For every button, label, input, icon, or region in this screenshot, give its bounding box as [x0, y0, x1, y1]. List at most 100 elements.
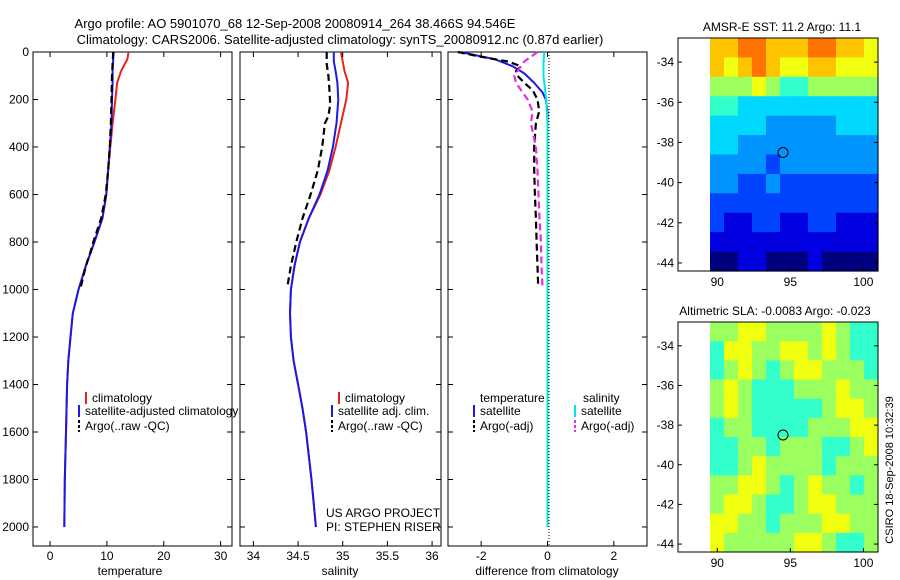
- sla-map-cell: [836, 456, 851, 476]
- sla-map-y-tick-label: -38: [657, 418, 675, 432]
- sst-map-cell: [738, 212, 753, 233]
- sla-map-cell: [752, 398, 767, 419]
- sla-map-cell: [766, 417, 781, 438]
- temperature-y-tick-label: 1400: [2, 378, 29, 392]
- sla-map-cell: [794, 360, 809, 381]
- sla-map-cell: [766, 494, 781, 515]
- side-timestamp: CSIRO 18-Sep-2008 10:32:39: [884, 396, 896, 543]
- salinity-x-tick-label: 36: [425, 549, 439, 563]
- sst-map-cell: [822, 193, 837, 214]
- sla-map-cell: [724, 532, 739, 553]
- sst-map-cell: [766, 96, 781, 117]
- difference-legend-sal-satellite: satellite: [581, 404, 622, 418]
- sst-map-cell: [738, 38, 753, 59]
- salinity-line-argo: [286, 52, 332, 288]
- sst-map-cell: [836, 251, 851, 272]
- sst-map-cell: [752, 251, 767, 272]
- title-line-1: Argo profile: AO 5901070_68 12-Sep-2008 …: [75, 16, 516, 31]
- sla-map-cell: [752, 513, 767, 534]
- sst-map-cell: [794, 193, 809, 214]
- sla-map-y-tick-label: -34: [657, 339, 675, 353]
- sst-map-cell: [738, 135, 753, 156]
- sla-map-cell: [724, 360, 739, 381]
- sst-map-cell: [864, 212, 879, 233]
- sst-map-cell: [864, 38, 879, 59]
- temperature-y-tick-label: 1000: [2, 283, 29, 297]
- sla-map-cell: [864, 475, 879, 496]
- sst-map-cell: [724, 251, 739, 272]
- sla-map-cell: [864, 494, 879, 515]
- salinity-series: [286, 51, 350, 528]
- sst-map-title: AMSR-E SST: 11.2 Argo: 11.1: [703, 20, 862, 34]
- sla-map-cell: [794, 456, 809, 476]
- sla-map-x-tick-label: 90: [711, 556, 725, 570]
- sst-map-cell: [710, 135, 725, 156]
- salinity-x-tick-label: 34.5: [286, 549, 310, 563]
- sla-map-cell: [794, 322, 809, 342]
- sla-map-cell: [836, 437, 851, 457]
- sla-map-cell: [864, 379, 879, 400]
- sst-map-cell: [850, 251, 865, 272]
- sst-map-cell: [724, 76, 739, 97]
- sst-map-cell: [710, 76, 725, 97]
- sla-map-cell: [864, 341, 879, 361]
- sla-map-cell: [808, 456, 823, 476]
- sst-map-cell: [836, 154, 851, 175]
- sst-map-cell: [794, 154, 809, 175]
- sst-map-cell: [752, 76, 767, 97]
- temperature-legend: climatology satellite-adjusted climatolo…: [78, 391, 238, 433]
- sst-map-cell: [808, 38, 823, 59]
- temperature-x-tick-label: 20: [157, 549, 171, 563]
- sst-map-cell: [752, 135, 767, 156]
- sla-map-x-tick-label: 100: [853, 556, 873, 570]
- sst-map-cell: [808, 57, 823, 78]
- sla-map-cell: [836, 360, 851, 381]
- sla-map-cell: [738, 341, 753, 361]
- sla-map-cell: [738, 398, 753, 419]
- sst-map-cell: [780, 212, 795, 233]
- sla-map-cell: [752, 341, 767, 361]
- sla-map-cell: [822, 513, 837, 534]
- sst-map-x-tick-label: 100: [853, 275, 873, 289]
- sla-map-cell: [710, 322, 725, 342]
- sla-map-cell: [822, 341, 837, 361]
- sst-map-cell: [822, 96, 837, 117]
- sla-map-cell: [836, 475, 851, 496]
- sla-map-cell: [822, 398, 837, 419]
- temperature-x-tick-label: 10: [100, 549, 114, 563]
- sst-map-cell: [752, 96, 767, 117]
- sst-map-cell: [808, 135, 823, 156]
- sla-map-cell: [836, 494, 851, 515]
- salinity-y-ticks: [240, 51, 441, 528]
- sst-map-cell: [710, 212, 725, 233]
- sst-map-cell: [808, 193, 823, 214]
- sst-map-cell: [738, 76, 753, 97]
- temperature-y-tick-label: 1800: [2, 473, 29, 487]
- sla-map-cell: [780, 341, 795, 361]
- sla-map-cell: [724, 417, 739, 438]
- sst-map-cell: [822, 76, 837, 97]
- salinity-line-satellite: [289, 52, 340, 528]
- salinity-legend: climatology satellite adj. clim. Argo(..…: [331, 391, 429, 433]
- sst-map-y-tick-label: -36: [657, 95, 675, 109]
- sla-map-cell: [822, 494, 837, 515]
- temperature-y-tick-label: 0: [22, 45, 29, 59]
- temperature-y-tick-label: 400: [9, 140, 29, 154]
- sla-map-cell: [780, 379, 795, 400]
- sla-map-cell: [808, 532, 823, 553]
- sla-map-cell: [864, 532, 879, 553]
- temperature-x-ticks: 0 10 20 30: [47, 52, 228, 563]
- salinity-x-label: salinity: [322, 564, 359, 578]
- sst-map-cell: [724, 154, 739, 175]
- sla-map-cell: [822, 456, 837, 476]
- sla-map-cell: [724, 456, 739, 476]
- sla-map-cell: [724, 322, 739, 342]
- sst-map-cell: [850, 76, 865, 97]
- temperature-legend-satellite: satellite-adjusted climatology: [85, 404, 238, 418]
- temperature-legend-climatology: climatology: [92, 391, 152, 405]
- sla-map-cell: [808, 513, 823, 534]
- sst-map-cell: [766, 76, 781, 97]
- sst-map-cell: [794, 115, 809, 136]
- sst-map-cell: [864, 232, 879, 253]
- sst-map-cell: [766, 135, 781, 156]
